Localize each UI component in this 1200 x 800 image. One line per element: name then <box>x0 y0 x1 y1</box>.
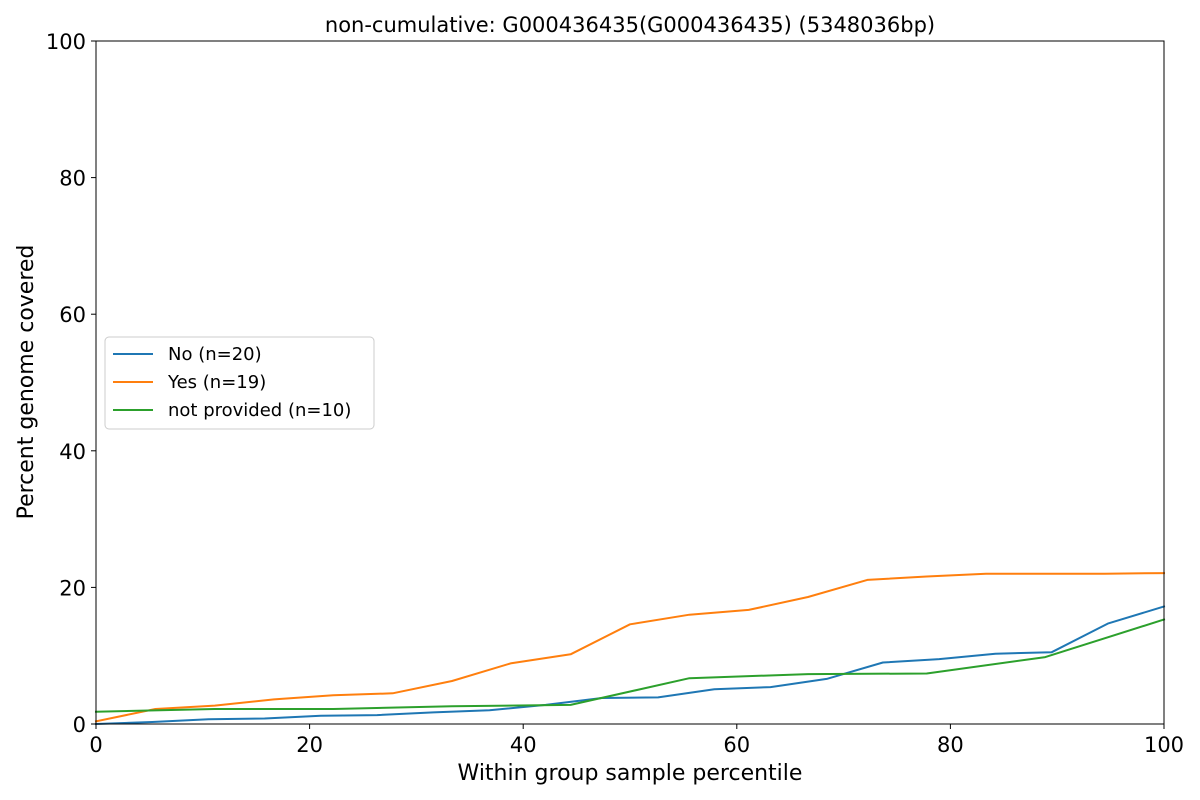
y-tick-label-1: 20 <box>59 576 86 600</box>
y-tick-label-2: 40 <box>59 440 86 464</box>
y-tick-label-5: 100 <box>46 30 86 54</box>
series-line-1 <box>94 572 1166 723</box>
plot-frame <box>95 40 1165 725</box>
legend-label-1: Yes (n=19) <box>167 372 266 393</box>
x-tick-label-0: 0 <box>89 733 102 757</box>
ticks: 0 20 40 60 80 100 0 20 40 60 80 100 <box>46 30 1184 757</box>
x-axis-label: Within group sample percentile <box>458 761 803 786</box>
legend-box <box>104 336 375 430</box>
series-line-2 <box>94 618 1166 713</box>
x-tick-label-3: 60 <box>723 733 750 757</box>
legend: No (n=20) Yes (n=19) not provided (n=10) <box>104 336 375 430</box>
legend-label-0: No (n=20) <box>168 344 262 365</box>
legend-label-2: not provided (n=10) <box>168 400 351 421</box>
chart-title: non-cumulative: G000436435(G000436435) (… <box>325 13 935 37</box>
y-tick-label-3: 60 <box>59 303 86 327</box>
plot-lines <box>94 572 1166 726</box>
series-line-0 <box>94 605 1166 726</box>
y-axis-label: Percent genome covered <box>14 245 39 520</box>
y-tick-label-4: 80 <box>59 167 86 191</box>
y-tick-label-0: 0 <box>73 713 86 737</box>
x-tick-label-5: 100 <box>1144 733 1184 757</box>
x-tick-label-4: 80 <box>937 733 964 757</box>
x-tick-label-1: 20 <box>296 733 323 757</box>
x-tick-label-2: 40 <box>510 733 537 757</box>
